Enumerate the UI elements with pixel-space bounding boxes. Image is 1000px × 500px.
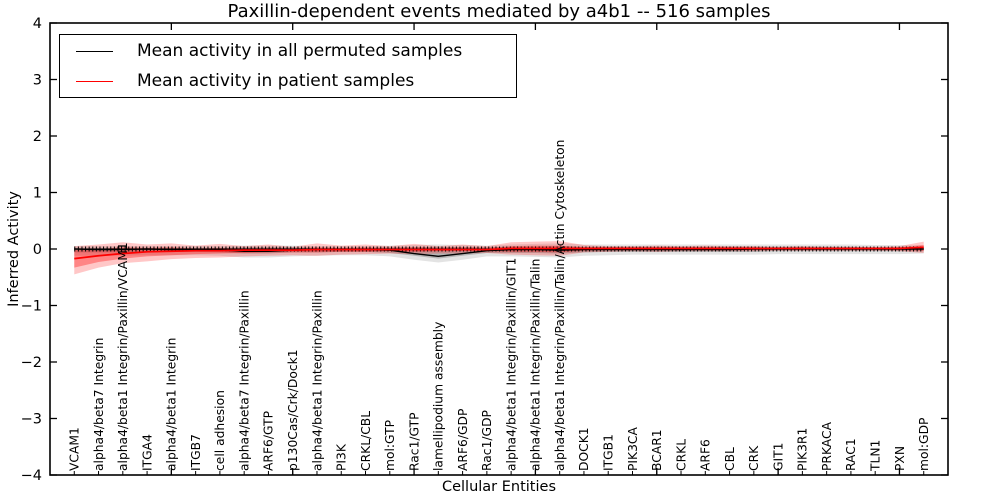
legend-entry-permuted: Mean activity in all permuted samples [60, 36, 516, 66]
y-axis-label: Inferred Activity [6, 191, 22, 307]
x-category-label: PXN [893, 446, 907, 471]
confidence-bands [74, 241, 924, 275]
y-axis-ticks: −4 −3 −2 −1 0 1 2 3 4 [21, 16, 948, 484]
x-category-label: PIK3CA [626, 426, 640, 471]
legend-line-black-icon [76, 50, 113, 52]
x-category-label: PIK3R1 [796, 428, 810, 471]
x-category-label: alpha4/beta1 Integrin/Paxillin/Talin [529, 259, 543, 471]
x-category-label: lamellipodium assembly [432, 322, 446, 471]
y-tick-label: 2 [33, 129, 42, 145]
x-category-label: mol:GTP [383, 420, 397, 471]
x-category-label: alpha4/beta7 Integrin [92, 338, 106, 471]
legend-line-red-icon [76, 80, 113, 82]
x-category-label: TLN1 [868, 440, 882, 472]
x-category-label: ARF6/GDP [456, 409, 470, 471]
x-category-label: PRKACA [820, 421, 834, 471]
series-line-1 [74, 246, 924, 260]
x-category-label: ITGB7 [189, 434, 203, 471]
x-category-label: alpha4/beta1 Integrin [165, 338, 179, 471]
x-category-label: mol:GDP [917, 418, 931, 471]
x-category-label: ITGB1 [602, 434, 616, 471]
x-category-label: VCAM1 [68, 427, 82, 471]
legend-label-patient: Mean activity in patient samples [137, 71, 415, 91]
x-category-label: DOCK1 [577, 427, 591, 471]
x-category-label: Rac1/GDP [480, 410, 494, 471]
x-category-label: alpha4/beta1 Integrin/Paxillin/GIT1 [504, 258, 518, 471]
x-category-label: ARF6 [699, 439, 713, 471]
chart-title: Paxillin-dependent events mediated by a4… [227, 1, 771, 22]
x-category-label: GIT1 [771, 443, 785, 472]
x-category-label: alpha4/beta7 Integrin/Paxillin [237, 290, 251, 471]
y-tick-label: −4 [21, 468, 42, 484]
y-tick-label: 1 [33, 186, 42, 202]
x-category-label: alpha4/beta1 Integrin/Paxillin/VCAM1 [116, 242, 130, 471]
x-category-label: cell adhesion [213, 390, 227, 471]
x-category-label: CRKL [674, 439, 688, 471]
legend-label-permuted: Mean activity in all permuted samples [137, 41, 463, 61]
legend: Mean activity in all permuted samples Me… [59, 34, 517, 98]
x-category-label: BCAR1 [650, 429, 664, 471]
x-category-label: CRK [747, 445, 761, 471]
x-category-label: alpha4/beta1 Integrin/Paxillin [310, 290, 324, 471]
x-category-label: PI3K [335, 443, 349, 471]
y-tick-label: 0 [33, 242, 42, 258]
legend-entry-patient: Mean activity in patient samples [60, 66, 516, 96]
x-category-label: ITGA4 [140, 434, 154, 471]
y-tick-label: −1 [21, 299, 42, 315]
x-category-label: p130Cas/Crk/Dock1 [286, 349, 300, 471]
y-tick-label: −2 [21, 355, 42, 371]
x-category-label: ARF6/GTP [262, 411, 276, 471]
x-axis-label: Cellular Entities [441, 479, 557, 495]
x-category-label: RAC1 [844, 438, 858, 471]
x-category-label: alpha4/beta1 Integrin/Paxillin/Talin/Act… [553, 140, 567, 471]
x-category-label: Rac1/GTP [407, 412, 421, 471]
x-category-label: CRKL/CBL [359, 411, 373, 471]
category-axis: VCAM1 alpha4/beta7 Integrin alpha4/beta1 I… [68, 140, 931, 475]
y-tick-label: −3 [21, 412, 42, 428]
series-lines [74, 246, 924, 260]
x-category-label: CBL [723, 447, 737, 471]
y-tick-label: 3 [33, 73, 42, 89]
y-tick-label: 4 [33, 16, 42, 32]
